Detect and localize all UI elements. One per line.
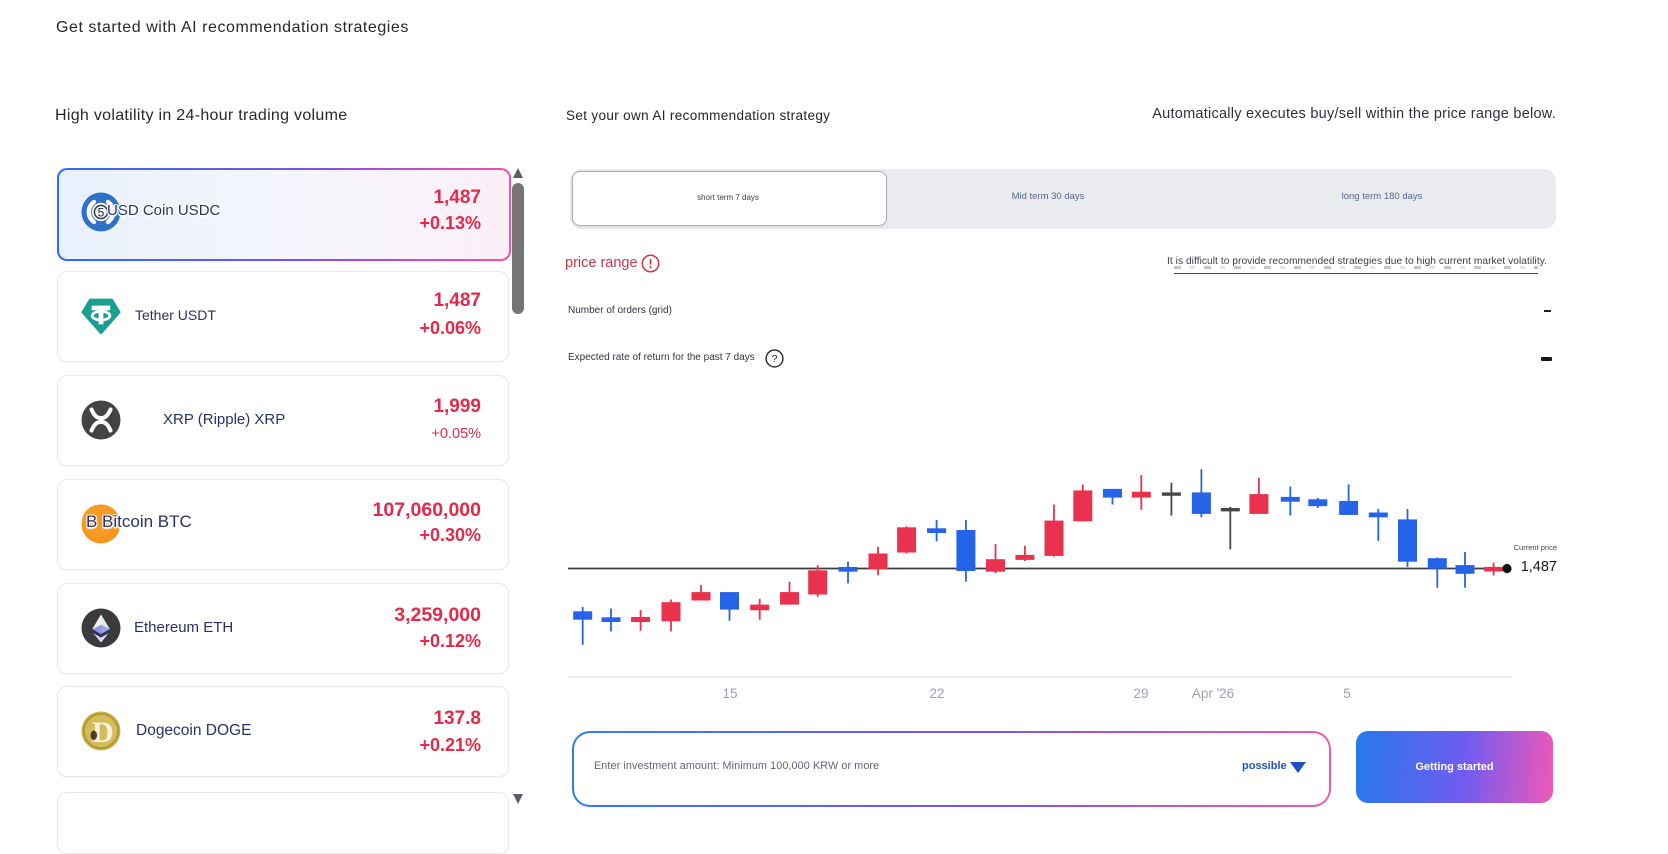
svg-text:5: 5 [98,205,105,219]
svg-text:?: ? [772,353,778,365]
svg-text:D: D [92,716,114,749]
